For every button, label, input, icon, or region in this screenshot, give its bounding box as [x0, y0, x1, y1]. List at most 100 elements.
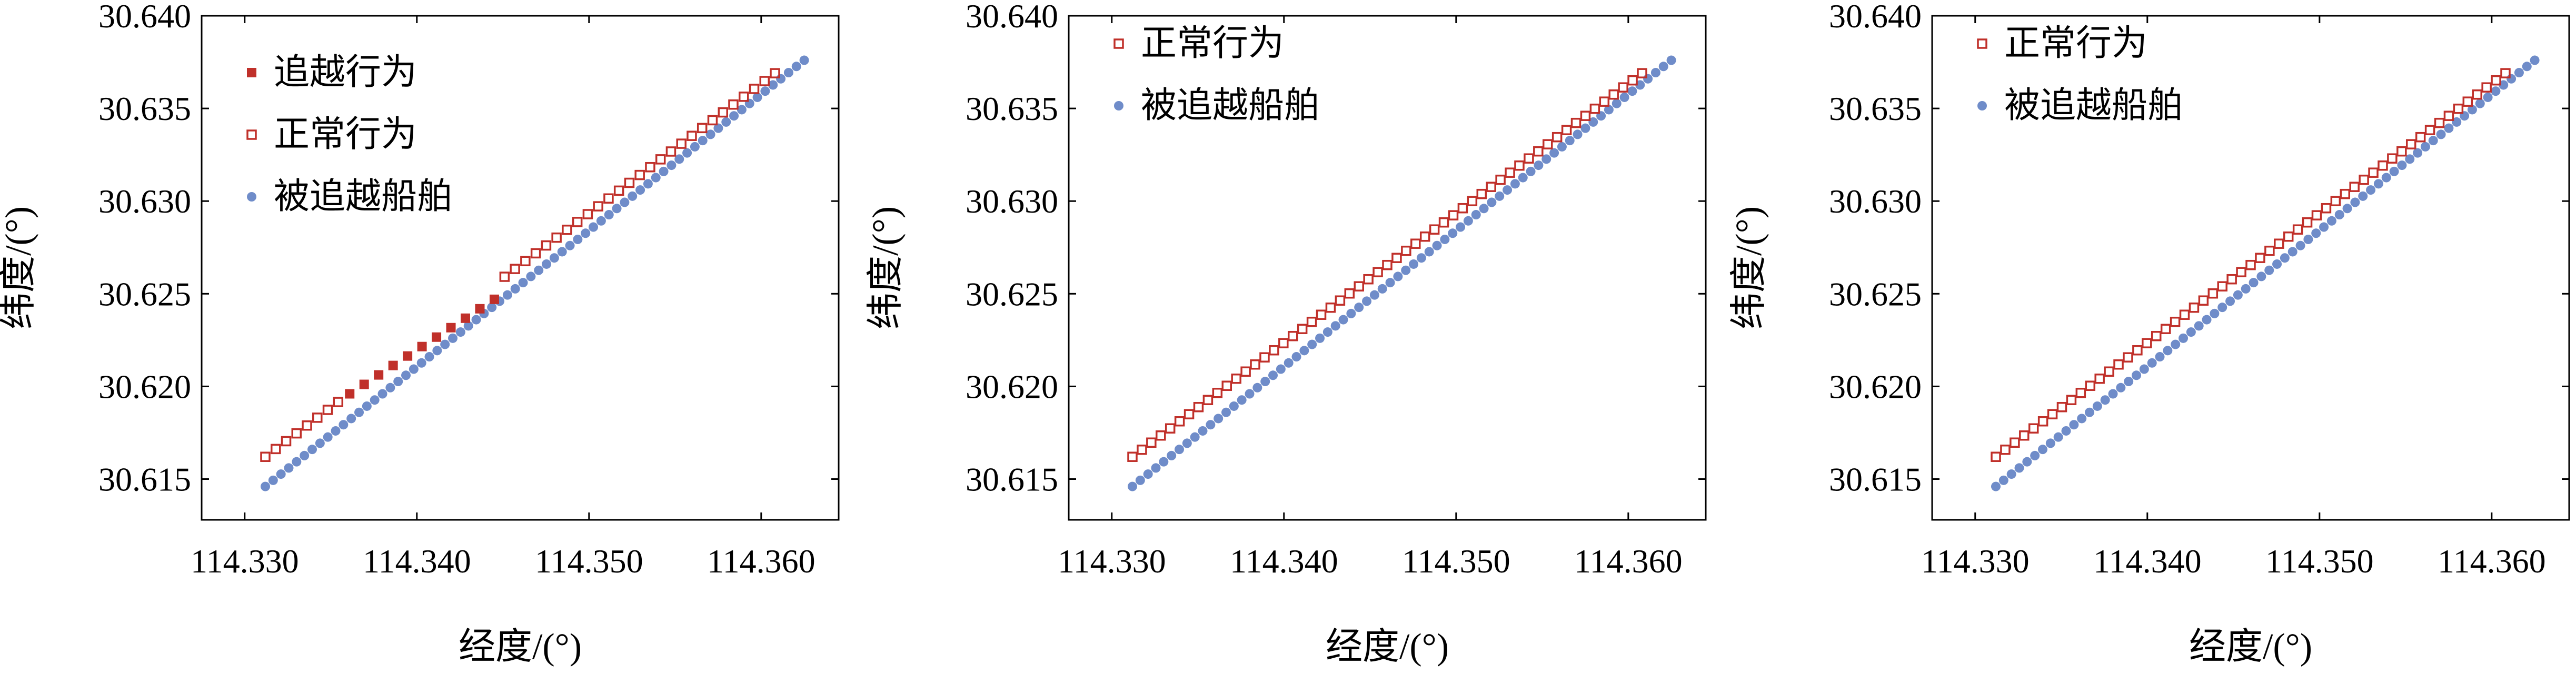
- legend-label: 被追越船舶: [1141, 85, 1320, 125]
- data-point: [1658, 62, 1668, 72]
- data-point: [1401, 265, 1411, 275]
- data-point: [2349, 182, 2360, 192]
- data-point: [1128, 481, 1137, 491]
- data-point: [1463, 216, 1473, 226]
- data-point: [1231, 373, 1241, 384]
- y-tick-label: 30.635: [98, 90, 191, 127]
- data-point: [455, 327, 465, 337]
- data-point: [292, 457, 302, 467]
- data-point: [424, 352, 434, 362]
- data-point: [1229, 401, 1239, 411]
- data-point: [2321, 203, 2332, 214]
- data-point: [1541, 154, 1551, 164]
- data-point: [549, 253, 559, 263]
- legend-marker: [1977, 101, 1987, 110]
- data-point: [1618, 82, 1628, 93]
- data-point: [2405, 139, 2416, 149]
- data-point: [2160, 324, 2171, 334]
- data-point: [2389, 166, 2399, 176]
- data-point: [1542, 139, 1553, 149]
- data-point: [2171, 339, 2181, 349]
- data-point: [1198, 426, 1208, 436]
- legend-label: 追越行为: [274, 52, 417, 92]
- data-point: [1479, 204, 1489, 214]
- data-point: [635, 185, 645, 195]
- data-point: [2000, 444, 2011, 455]
- data-point: [1409, 259, 1419, 269]
- data-point: [1486, 182, 1496, 192]
- data-point: [581, 228, 591, 238]
- data-point: [1183, 409, 1195, 419]
- data-point: [1221, 380, 1232, 391]
- data-point: [2420, 142, 2430, 152]
- data-point: [2108, 389, 2118, 399]
- data-point: [432, 346, 442, 356]
- data-point: [1570, 117, 1582, 128]
- data-point: [2006, 469, 2016, 479]
- data-point: [1991, 451, 2001, 462]
- data-point: [1190, 432, 1200, 442]
- data-point: [1182, 438, 1192, 448]
- data-point: [370, 395, 380, 405]
- data-point: [1429, 224, 1440, 235]
- data-point: [2245, 259, 2256, 270]
- data-point: [1495, 191, 1505, 201]
- data-point: [783, 68, 793, 78]
- chart-panel-1: 114.330 114.340 114.350 114.360 30.615 30.620…: [0, 0, 840, 667]
- data-point: [1401, 245, 1411, 256]
- data-point: [2434, 117, 2445, 128]
- data-point: [2303, 234, 2313, 244]
- data-point: [2075, 387, 2086, 398]
- data-point: [713, 123, 723, 133]
- data-point: [1419, 231, 1430, 242]
- data-point: [573, 234, 583, 244]
- data-point: [1510, 179, 1520, 189]
- data-point: [1362, 296, 1372, 306]
- data-point: [1612, 98, 1622, 108]
- data-point: [718, 107, 728, 118]
- data-point: [2132, 345, 2143, 356]
- y-tick-label: 30.615: [98, 461, 191, 498]
- data-point: [2436, 129, 2446, 139]
- data-point: [2151, 330, 2162, 341]
- data-point: [2311, 228, 2321, 238]
- data-point: [291, 428, 302, 439]
- data-point: [261, 481, 270, 491]
- data-point: [2198, 295, 2209, 306]
- data-point: [1650, 68, 1660, 78]
- data-point: [2225, 296, 2235, 306]
- data-point: [1159, 457, 1169, 467]
- x-tick-label: 114.340: [363, 542, 471, 580]
- data-point: [448, 333, 458, 343]
- data-point: [1214, 414, 1224, 424]
- data-point: [2022, 457, 2032, 467]
- data-point: [557, 247, 567, 257]
- data-point: [281, 436, 292, 447]
- data-point: [1599, 96, 1610, 107]
- data-point: [2274, 238, 2284, 249]
- data-point: [738, 92, 749, 102]
- data-point: [1467, 196, 1478, 206]
- data-point: [2530, 55, 2540, 65]
- data-point: [728, 99, 739, 110]
- data-point: [345, 389, 355, 399]
- data-point: [2387, 153, 2398, 164]
- data-point: [520, 256, 531, 267]
- data-point: [551, 232, 562, 243]
- data-point: [612, 204, 622, 214]
- data-point: [2249, 278, 2259, 288]
- data-point: [2019, 430, 2030, 441]
- data-point: [776, 74, 786, 84]
- data-point: [1278, 338, 1289, 348]
- data-point: [1338, 315, 1348, 325]
- data-point: [1316, 309, 1327, 320]
- data-point: [359, 379, 369, 389]
- chart-panel-2: 114.330 114.340 114.350 114.360 30.615 30.620…: [866, 0, 1707, 667]
- data-point: [1637, 68, 1647, 78]
- data-point: [2186, 327, 2196, 337]
- data-point: [2311, 210, 2322, 220]
- data-point: [1391, 253, 1402, 263]
- y-tick-label: 30.625: [966, 275, 1058, 313]
